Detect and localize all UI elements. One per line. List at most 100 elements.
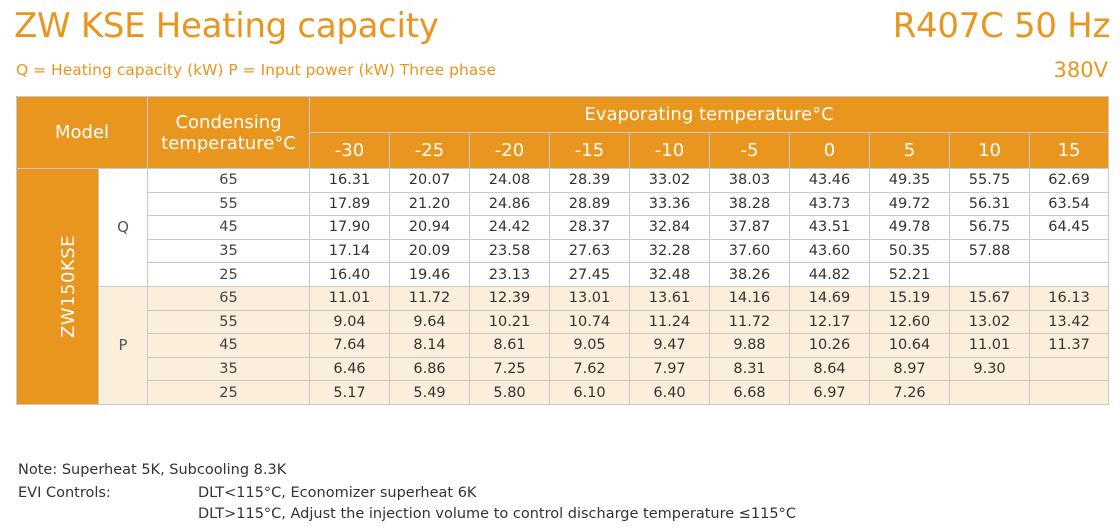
p-value-cell: 5.17 xyxy=(309,380,391,405)
p-value-cell: 12.39 xyxy=(469,285,551,311)
p-value-cell: 7.25 xyxy=(469,356,551,382)
q-value-cell: 32.28 xyxy=(629,238,711,264)
p-value-cell xyxy=(949,380,1031,405)
q-value-cell: 17.90 xyxy=(309,215,391,240)
p-value-cell: 6.68 xyxy=(709,380,791,405)
p-value-cell: 11.37 xyxy=(1029,333,1110,358)
p-value-cell: 10.74 xyxy=(549,309,631,335)
q-value-cell: 33.02 xyxy=(629,168,711,193)
p-group-label: P xyxy=(97,285,149,405)
p-value-cell: 5.49 xyxy=(389,380,471,405)
table-row: 55 9.04 9.64 10.21 10.74 11.24 11.72 12.17 12.60… xyxy=(17,309,1110,335)
q-value-cell: 37.60 xyxy=(709,238,791,264)
q-value-cell: 24.42 xyxy=(469,215,551,240)
q-value-cell: 21.20 xyxy=(389,191,471,217)
q-value-cell: 19.46 xyxy=(389,262,471,287)
q-value-cell: 16.31 xyxy=(309,168,391,193)
q-value-cell: 52.21 xyxy=(869,262,951,287)
p-value-cell: 9.05 xyxy=(549,333,631,358)
p-value-cell: 8.97 xyxy=(869,356,951,382)
q-value-cell: 62.69 xyxy=(1029,168,1110,193)
p-value-cell: 10.64 xyxy=(869,333,951,358)
q-value-cell: 23.58 xyxy=(469,238,551,264)
condensing-temp-cell: 65 xyxy=(147,285,311,311)
model-header: Model xyxy=(15,96,149,169)
q-value-cell: 28.37 xyxy=(549,215,631,240)
q-value-cell: 57.88 xyxy=(949,238,1031,264)
q-value-cell: 28.39 xyxy=(549,168,631,193)
p-value-cell: 5.80 xyxy=(469,380,551,405)
p-value-cell xyxy=(1029,380,1110,405)
condensing-temp-cell: 35 xyxy=(147,356,311,382)
evi-line-2: DLT>115°C, Adjust the injection volume t… xyxy=(198,506,796,522)
q-value-cell: 43.73 xyxy=(789,191,871,217)
table-row: ZW150KSE Q 65 16.31 20.07 24.08 28.39 33.02 38.0… xyxy=(16,168,1110,405)
p-value-cell: 15.19 xyxy=(869,285,951,311)
q-value-cell: 49.35 xyxy=(869,168,951,193)
evap-temp-header: -20 xyxy=(469,132,551,169)
p-value-cell: 13.61 xyxy=(629,285,711,311)
condensing-temp-cell: 25 xyxy=(147,380,311,405)
p-value-cell: 9.88 xyxy=(709,333,791,358)
p-value-cell: 6.46 xyxy=(309,356,391,382)
p-value-cell: 6.86 xyxy=(389,356,471,382)
q-value-cell: 20.07 xyxy=(389,168,471,193)
p-value-cell: 11.72 xyxy=(389,285,471,311)
evap-temp-header-row: -30 -25 -20 -15 -10 -5 0 5 10 15 xyxy=(17,132,1110,169)
q-value-cell: 23.13 xyxy=(469,262,551,287)
p-value-cell: 14.69 xyxy=(789,285,871,311)
condensing-header: Condensing temperature°C xyxy=(147,96,311,169)
refrigerant-frequency: R407C 50 Hz xyxy=(892,6,1111,46)
p-value-cell: 9.30 xyxy=(949,356,1031,382)
condensing-temp-cell: 45 xyxy=(147,333,311,358)
legend-subtitle: Q = Heating capacity (kW) P = Input powe… xyxy=(16,61,496,79)
q-value-cell: 56.31 xyxy=(949,191,1031,217)
q-value-cell: 49.72 xyxy=(869,191,951,217)
q-value-cell: 33.36 xyxy=(629,191,711,217)
p-value-cell: 8.31 xyxy=(709,356,791,382)
q-value-cell: 32.84 xyxy=(629,215,711,240)
table-row: 45 17.90 20.94 24.42 28.37 32.84 37.87 43.51 49.… xyxy=(17,215,1110,240)
q-value-cell: 16.40 xyxy=(309,262,391,287)
q-value-cell: 27.63 xyxy=(549,238,631,264)
evap-temp-header: 10 xyxy=(949,132,1031,169)
p-value-cell: 12.17 xyxy=(789,309,871,335)
q-value-cell: 17.89 xyxy=(309,191,391,217)
p-value-cell: 14.16 xyxy=(709,285,791,311)
p-value-cell: 7.62 xyxy=(549,356,631,382)
table-row: 35 17.14 20.09 23.58 27.63 32.28 37.60 43.60 50.… xyxy=(17,238,1110,264)
p-value-cell: 9.47 xyxy=(629,333,711,358)
p-value-cell: 10.26 xyxy=(789,333,871,358)
p-value-cell: 7.64 xyxy=(309,333,391,358)
p-value-cell: 6.10 xyxy=(549,380,631,405)
evap-temp-header: -15 xyxy=(549,132,631,169)
q-value-cell xyxy=(1029,238,1110,264)
evi-controls-line: EVI Controls: DLT<115°C, Economizer super… xyxy=(18,485,476,501)
table-row: 45 7.64 8.14 8.61 9.05 9.47 9.88 10.26 10.64 11.0… xyxy=(17,333,1110,358)
condensing-temp-cell: 55 xyxy=(147,309,311,335)
p-value-cell: 8.14 xyxy=(389,333,471,358)
p-value-cell: 7.26 xyxy=(869,380,951,405)
evaporating-header: Evaporating temperature°C xyxy=(309,96,1110,133)
heating-capacity-table: Model Condensing temperature°C Evaporati… xyxy=(15,96,1110,405)
q-group-label: Q xyxy=(97,168,149,287)
p-value-cell: 16.13 xyxy=(1029,285,1110,311)
q-value-cell: 63.54 xyxy=(1029,191,1110,217)
evi-label: EVI Controls: xyxy=(18,485,111,501)
q-value-cell: 17.14 xyxy=(309,238,391,264)
table-row: 35 6.46 6.86 7.25 7.62 7.97 8.31 8.64 8.97 9.30 xyxy=(17,356,1110,382)
evap-temp-header: 0 xyxy=(789,132,871,169)
q-value-cell: 38.03 xyxy=(709,168,791,193)
q-value-cell: 50.35 xyxy=(869,238,951,264)
condensing-temp-cell: 25 xyxy=(147,262,311,287)
evap-temp-header: -5 xyxy=(709,132,791,169)
q-value-cell: 64.45 xyxy=(1029,215,1110,240)
condensing-temp-cell: 45 xyxy=(147,215,311,240)
q-value-cell: 44.82 xyxy=(789,262,871,287)
q-value-cell xyxy=(949,262,1031,287)
condensing-temp-cell: 55 xyxy=(147,191,311,217)
evap-temp-header: -25 xyxy=(389,132,471,169)
p-value-cell: 9.04 xyxy=(309,309,391,335)
q-value-cell: 32.48 xyxy=(629,262,711,287)
p-value-cell: 7.97 xyxy=(629,356,711,382)
